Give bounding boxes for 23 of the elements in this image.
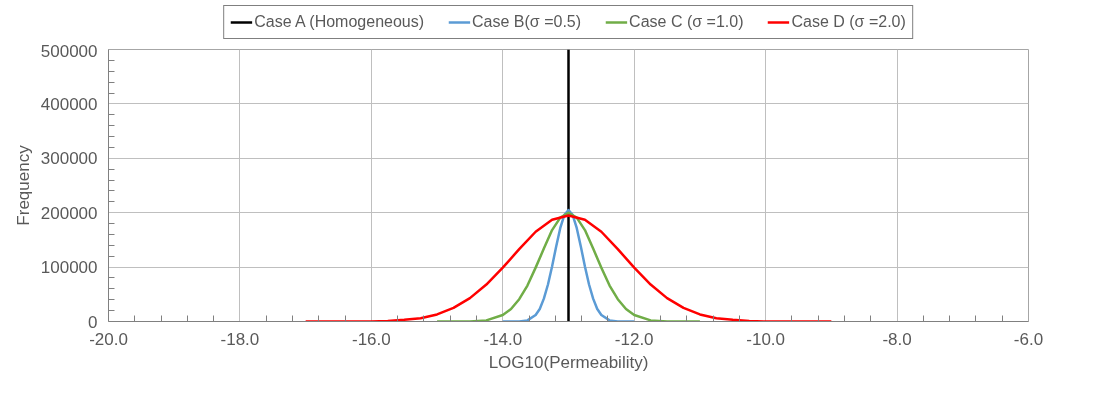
x-tick-label: -8.0 [882,329,912,349]
x-tick-label: -10.0 [746,329,786,349]
x-tick-label: -12.0 [614,329,654,349]
y-tick-label: 200000 [40,203,98,223]
y-tick-label: 100000 [40,258,98,278]
x-tick-label: -18.0 [220,329,260,349]
x-tick-label: -6.0 [1013,329,1044,349]
line-series [501,208,636,322]
y-tick-label: 0 [88,312,98,332]
y-tick-label: 400000 [40,94,98,114]
x-tick-label: -16.0 [351,329,391,349]
y-axis-title: Frequency [13,144,33,226]
legend-label: Case A (Homogeneous) [254,13,425,31]
legend-label: Case C (σ =1.0) [629,13,744,31]
x-tick-label: -20.0 [89,329,128,349]
y-tick-label: 300000 [40,149,98,169]
x-tick-label: -14.0 [483,329,523,349]
x-axis-title: LOG10(Permeability) [488,352,649,372]
line-series [435,211,702,322]
y-tick-label: 500000 [40,41,98,61]
legend-label: Case B(σ =0.5) [472,13,582,31]
legend-label: Case D (σ =2.0) [791,13,906,31]
line-series [304,214,833,322]
